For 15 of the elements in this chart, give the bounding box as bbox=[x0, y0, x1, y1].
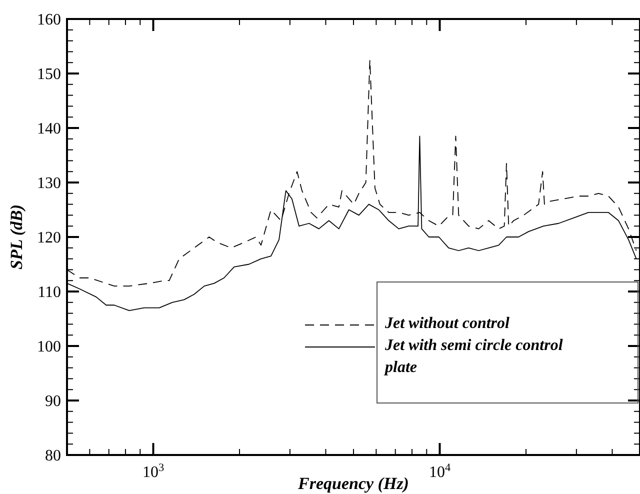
y-tick-label: 120 bbox=[37, 230, 61, 247]
y-tick-label: 90 bbox=[45, 393, 61, 410]
legend-label: Jet with semi circle control plate bbox=[382, 336, 564, 378]
y-tick-label: 140 bbox=[37, 120, 61, 138]
x-axis-title: Frequency (Hz) bbox=[297, 474, 409, 493]
legend-label: Jet without control bbox=[384, 314, 510, 334]
y-tick-label: 160 bbox=[37, 12, 61, 29]
x-tick-label: 10$^{4}$ bbox=[428, 462, 451, 481]
y-tick-label: 150 bbox=[37, 66, 61, 84]
y-tick-label: 110 bbox=[38, 284, 61, 302]
y-tick-label: 100 bbox=[37, 338, 61, 356]
y-tick-label: 130 bbox=[37, 175, 61, 192]
y-axis-title: SPL (dB) bbox=[7, 204, 26, 270]
x-tick-label: 10$^{3}$ bbox=[142, 462, 164, 481]
y-tick-label: 80 bbox=[45, 448, 61, 465]
